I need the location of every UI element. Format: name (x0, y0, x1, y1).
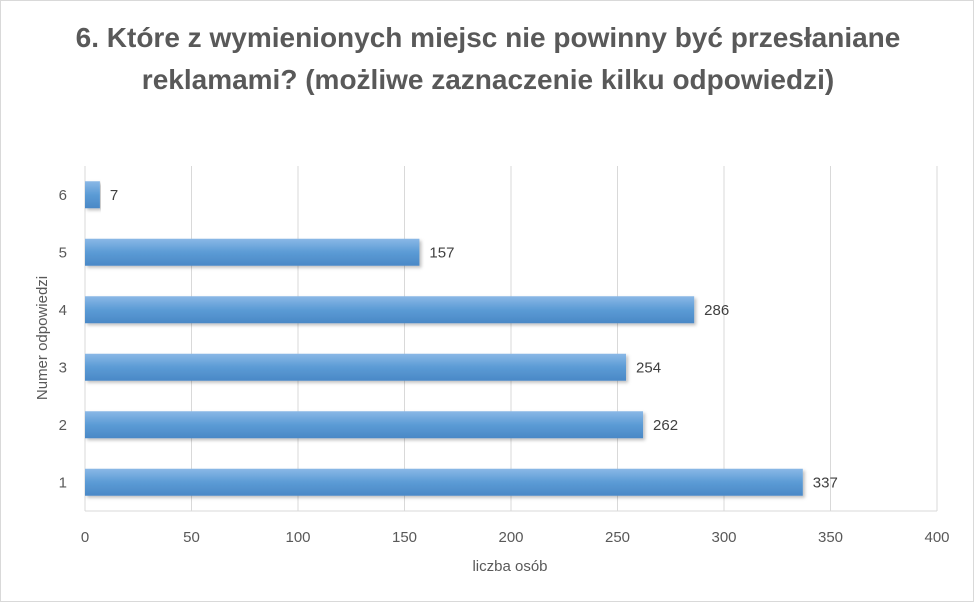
data-label-6: 7 (110, 187, 118, 204)
bars (85, 181, 803, 496)
x-tick-label: 250 (605, 529, 630, 546)
x-axis-ticks: 0 50 100 150 200 250 300 350 400 (81, 529, 950, 546)
chart-title: 6. Które z wymienionych miejsc nie powin… (75, 22, 901, 95)
y-tick-label: 4 (59, 302, 67, 319)
data-label-4: 286 (704, 302, 729, 319)
y-tick-label: 6 (59, 187, 67, 204)
bar-6 (85, 181, 100, 209)
y-tick-label: 2 (59, 417, 67, 434)
x-axis-title: liczba osób (472, 558, 547, 575)
x-tick-label: 100 (285, 529, 310, 546)
bar-5 (85, 238, 420, 266)
data-label-1: 337 (813, 474, 838, 491)
x-tick-label: 400 (924, 529, 949, 546)
y-tick-label: 1 (59, 474, 67, 491)
x-tick-label: 50 (183, 529, 200, 546)
y-axis-title: Numer odpowiedzi (34, 276, 51, 400)
x-tick-label: 350 (818, 529, 843, 546)
bar-3 (85, 353, 627, 381)
y-axis-ticks: 1 2 3 4 5 6 (59, 187, 67, 492)
data-labels: 337 262 254 286 157 7 (110, 187, 838, 492)
x-tick-label: 200 (498, 529, 523, 546)
y-tick-label: 5 (59, 244, 67, 261)
bar-4 (85, 296, 695, 324)
x-tick-label: 0 (81, 529, 89, 546)
data-label-2: 262 (653, 417, 678, 434)
bar-2 (85, 411, 644, 439)
data-label-3: 254 (636, 359, 661, 376)
gridlines (84, 166, 938, 512)
bar-1 (85, 468, 803, 496)
x-tick-label: 150 (392, 529, 417, 546)
y-tick-label: 3 (59, 359, 67, 376)
x-tick-label: 300 (711, 529, 736, 546)
data-label-5: 157 (429, 244, 454, 261)
